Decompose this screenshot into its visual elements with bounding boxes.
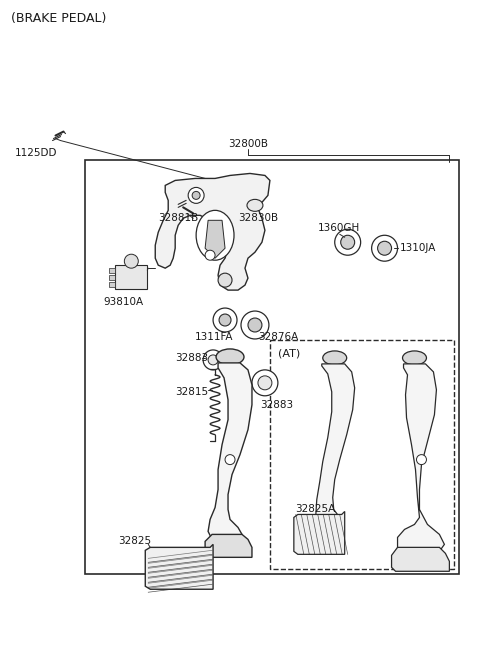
Circle shape: [258, 376, 272, 390]
Polygon shape: [208, 363, 252, 544]
Circle shape: [208, 355, 218, 365]
Circle shape: [378, 241, 392, 255]
Polygon shape: [316, 364, 355, 521]
Text: 32825: 32825: [119, 536, 152, 546]
Ellipse shape: [323, 351, 347, 365]
Text: 93810A: 93810A: [103, 297, 144, 307]
Circle shape: [203, 350, 223, 370]
Text: 32825A: 32825A: [295, 504, 335, 514]
Ellipse shape: [216, 349, 244, 365]
Polygon shape: [155, 174, 270, 290]
Circle shape: [213, 308, 237, 332]
Circle shape: [218, 273, 232, 287]
Text: (AT): (AT): [278, 349, 300, 359]
Polygon shape: [205, 220, 225, 258]
Circle shape: [188, 187, 204, 203]
Text: 32815: 32815: [175, 387, 208, 397]
Polygon shape: [205, 534, 252, 557]
Ellipse shape: [403, 351, 426, 365]
Circle shape: [225, 455, 235, 464]
Ellipse shape: [196, 210, 234, 260]
Circle shape: [252, 370, 278, 396]
Circle shape: [335, 229, 360, 255]
Bar: [270, 340, 455, 569]
Bar: [109, 282, 115, 287]
Circle shape: [417, 455, 426, 464]
Ellipse shape: [247, 199, 263, 212]
Text: 32800B: 32800B: [228, 139, 268, 149]
Polygon shape: [145, 544, 213, 590]
Circle shape: [192, 191, 200, 199]
Circle shape: [341, 235, 355, 249]
Circle shape: [372, 235, 397, 261]
Polygon shape: [392, 548, 449, 571]
Circle shape: [219, 314, 231, 326]
Text: 1310JA: 1310JA: [399, 243, 436, 253]
Text: 1360GH: 1360GH: [318, 223, 360, 233]
Circle shape: [241, 311, 269, 339]
Bar: [109, 275, 115, 280]
Bar: [115, 265, 147, 289]
Bar: [109, 268, 115, 273]
Polygon shape: [397, 364, 444, 557]
Bar: [85, 160, 459, 574]
Text: 32883: 32883: [175, 353, 208, 363]
Text: (BRAKE PEDAL): (BRAKE PEDAL): [11, 12, 106, 26]
Text: 1125DD: 1125DD: [15, 147, 57, 157]
Text: 32881B: 32881B: [158, 214, 199, 223]
Text: 32883: 32883: [260, 400, 293, 410]
Text: 1311FA: 1311FA: [195, 332, 234, 342]
Circle shape: [248, 318, 262, 332]
Text: 32830B: 32830B: [238, 214, 278, 223]
Text: 32876A: 32876A: [258, 332, 298, 342]
Polygon shape: [294, 512, 345, 554]
Circle shape: [205, 250, 215, 260]
Circle shape: [124, 254, 138, 268]
